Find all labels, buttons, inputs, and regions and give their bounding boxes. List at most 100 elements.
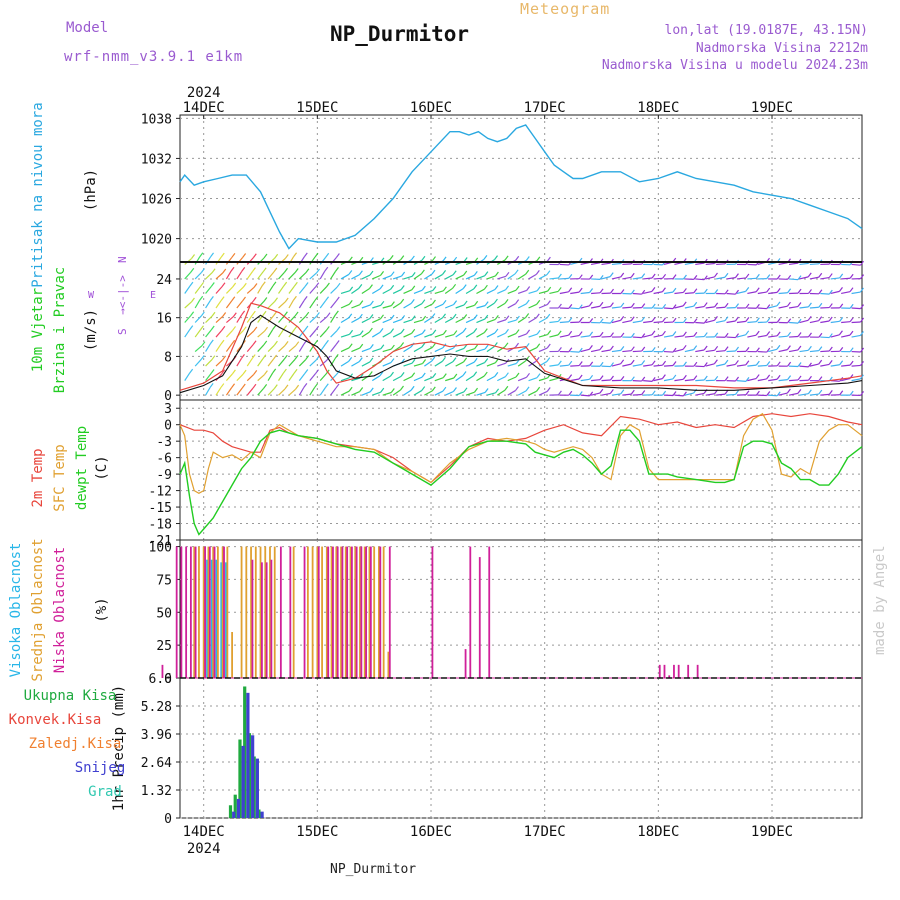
wind-barb [205,272,213,280]
wind-barb [611,319,621,324]
wind-barb-flag [703,345,708,351]
wind-barb-flag [359,256,364,262]
wind-barb [257,285,263,294]
wind-barb [403,275,413,280]
wind-barb-flag [294,268,299,273]
wind-barb [330,373,338,382]
wind-barb [622,263,632,266]
wind-barb [747,377,757,382]
wind-barb-flag [515,329,520,334]
wind-barb-flag [661,287,666,293]
wind-barb-flag [349,373,354,379]
wind-barb-flag [745,317,750,322]
wind-barb-flag [839,390,844,396]
wind-barb-flag [849,347,854,353]
wind-barb-flag [252,253,257,259]
wind-barb-flag [348,356,353,362]
day-label-bottom: 15DEC [296,824,338,840]
wind-barb-flag [253,370,258,375]
wind-barb-flag [452,313,457,319]
wind-barb-flag [483,284,488,290]
wind-barb-flag [190,311,195,317]
wind-barb [194,359,202,367]
wind-barb-flag [304,325,309,331]
bottom-station-label: NP_Durmitor [330,862,417,877]
wind-barb-flag [578,361,583,366]
wind-barb-flag [787,361,792,367]
wind-barb-flag [325,252,330,258]
wind-barb [413,273,422,280]
wind-barb-flag [589,391,594,397]
wind-barb [361,331,370,338]
wind-barb-flag [526,329,531,335]
cloud-bar [303,546,306,678]
wind-barb-flag [641,316,646,322]
day-label-bottom: 19DEC [751,824,793,840]
wind-barb-flag [693,388,698,394]
wind-barb-flag [390,271,395,277]
wind-barb-flag [651,273,656,279]
wind-barb-flag [610,362,614,367]
wind-barb [517,333,527,338]
wind-barb-flag [651,287,656,292]
wind-barb [851,263,861,266]
wind-barb [194,272,202,280]
wind-barb-flag [315,369,319,375]
wind-barb-flag [703,375,708,381]
wind-barb-flag [755,317,760,323]
wind-barb-flag [724,346,729,352]
wind-barb-flag [724,316,729,322]
wind-barb [611,349,621,353]
wind-barb [684,349,694,353]
wind-barb [653,364,663,367]
day-label-bottom: 18DEC [637,824,679,840]
wind-barb-flag [589,274,594,280]
wind-barb-flag [400,342,405,347]
wind-barb-flag [808,289,812,294]
temperature-tick-label: -3 [156,435,172,450]
wind-barb-flag [274,297,279,303]
wind-barb [330,387,337,396]
wind-barb-flag [672,331,677,336]
wind-barb-flag [324,383,329,389]
model-elevation-info: Nadmorska Visina u modelu 2024.23m [601,58,868,73]
wind-barb [288,388,297,396]
wind-barb-flag [231,252,236,258]
wind-barb [278,301,286,309]
wind-barb-flag [211,268,216,274]
wind-barb-flag [262,267,267,273]
wind-barb-flag [231,296,236,302]
wind-barb-flag [620,316,625,321]
wind-barb-flag [568,303,573,309]
cloud-bar [213,546,216,678]
wind-barb-flag [210,282,215,287]
wind-barb-flag [484,358,489,363]
wind-barb [371,375,381,382]
wind-barb [444,361,454,367]
cloud-bar [251,559,254,678]
wind-barb [726,350,736,353]
wind-barb-flag [210,369,215,374]
wind-barb [538,377,548,382]
wind-barb [413,376,423,382]
wind-barb-flag [672,274,677,280]
wind-barb [559,364,569,367]
precip-bar [233,794,237,818]
wind-barb-flag [484,344,489,350]
wind-barb-flag [787,274,792,280]
wind-barb [788,305,799,309]
wind-barb-flag [369,257,374,262]
low-cloud-label-line: Niska Oblacnost [52,547,68,673]
wind-barb [403,362,413,367]
wind-barb [736,380,746,382]
cloud-bar [202,546,205,678]
wind-barb [465,304,475,309]
wind-barb-flag [401,271,406,277]
wind-barb-flag [546,387,551,392]
wind-barb [424,376,433,382]
wind-barb-flag [735,303,740,308]
wind-barb-flag [294,311,299,317]
wind-barb-flag [818,359,823,365]
wind-barb [403,376,412,382]
wind-barb-flag [335,267,339,272]
